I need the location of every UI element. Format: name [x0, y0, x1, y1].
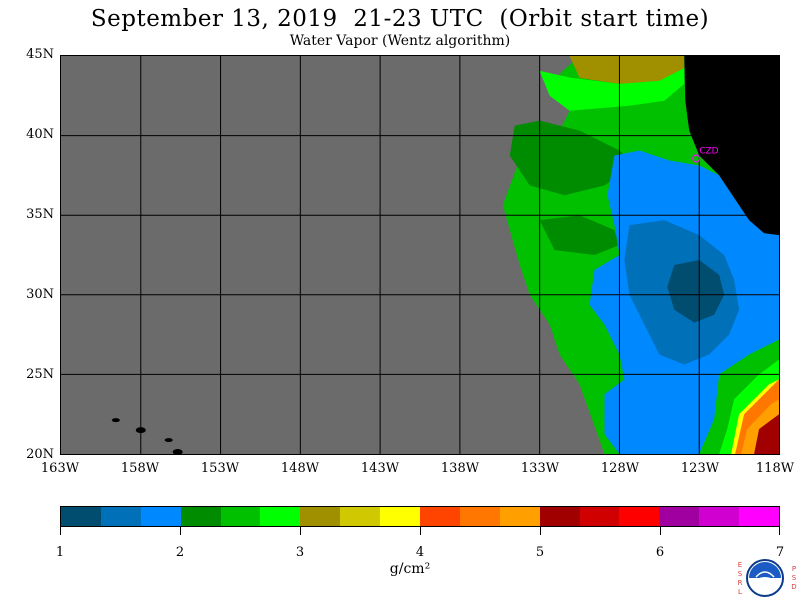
page-title: September 13, 2019 21-23 UTC (Orbit star… — [90, 6, 710, 32]
colorbar-label: 1 — [55, 545, 65, 560]
colorbar-unit: g/cm² — [389, 561, 431, 577]
colorbar-swatch — [619, 507, 660, 526]
logo-letter: S — [737, 570, 743, 578]
colorbar-tick — [420, 527, 421, 535]
lon-tick-label: 153W — [200, 461, 240, 476]
colorbar-swatch — [499, 507, 540, 526]
lon-tick-label: 133W — [520, 461, 560, 476]
colorbar-tick — [300, 527, 301, 535]
colorbar-label: 4 — [415, 545, 425, 560]
lon-tick-label: 143W — [360, 461, 400, 476]
lon-tick-label: 148W — [280, 461, 320, 476]
lat-tick-label: 45N — [26, 47, 54, 62]
wv-level-2.8a — [539, 67, 685, 111]
lon-tick-label: 158W — [120, 461, 160, 476]
logo-letter: S — [791, 574, 797, 582]
colorbar-tick — [660, 527, 661, 535]
lat-tick-label: 40N — [26, 127, 54, 142]
lon-tick-label: 138W — [440, 461, 480, 476]
station-marker[interactable]: CZD — [692, 147, 719, 163]
colorbar-swatch — [739, 507, 780, 526]
lon-tick-label: 123W — [680, 461, 720, 476]
colorbar-tick — [180, 527, 181, 535]
colorbar-swatch — [340, 507, 381, 526]
colorbar-swatch — [380, 507, 421, 526]
colorbar-label: 2 — [175, 545, 185, 560]
colorbar-swatch — [100, 507, 141, 526]
wv-level-3.2 — [569, 56, 685, 84]
logo-letter: P — [791, 565, 797, 573]
colorbar-swatch — [300, 507, 341, 526]
colorbar-swatch — [220, 507, 261, 526]
water-vapor-field — [502, 56, 779, 454]
wv-level-2.2b — [539, 215, 620, 255]
colorbar-swatch — [459, 507, 500, 526]
colorbar-tick — [540, 527, 541, 535]
colorbar-swatch — [699, 507, 740, 526]
colorbar-tick — [60, 527, 61, 535]
colorbar-tick — [779, 527, 780, 535]
map-panel[interactable]: CZD — [60, 55, 780, 455]
wv-level-1.1 — [667, 259, 725, 323]
wv-level-5.3 — [754, 414, 779, 454]
colorbar-swatch — [539, 507, 580, 526]
colorbar-swatch — [579, 507, 620, 526]
colorbar-swatch — [180, 507, 221, 526]
noaa-logo-icon — [746, 559, 784, 597]
page-subtitle: Water Vapor (Wentz algorithm) — [289, 33, 511, 49]
colorbar-swatch — [140, 507, 181, 526]
colorbar-label: 3 — [295, 545, 305, 560]
lat-lon-grid — [61, 56, 779, 454]
logo-letter: R — [737, 579, 743, 587]
lat-tick-label: 30N — [26, 287, 54, 302]
colorbar — [60, 506, 780, 527]
colorbar-swatch — [61, 507, 101, 526]
colorbar-swatch — [420, 507, 460, 526]
station-label: CZD — [699, 147, 718, 157]
map-canvas: CZD — [61, 56, 779, 454]
colorbar-label: 6 — [655, 545, 665, 560]
lat-tick-label: 25N — [26, 367, 54, 382]
logo-letter: E — [737, 561, 743, 569]
logo-letter: D — [791, 583, 797, 591]
lon-tick-label: 118W — [755, 461, 795, 476]
logo-letter: L — [738, 588, 742, 596]
lon-tick-label: 128W — [600, 461, 640, 476]
land-mask — [684, 56, 779, 236]
colorbar-label: 7 — [775, 545, 785, 560]
lon-tick-label: 163W — [40, 461, 80, 476]
colorbar-label: 5 — [535, 545, 545, 560]
colorbar-swatch — [659, 507, 700, 526]
lat-tick-label: 20N — [26, 447, 54, 462]
wv-level-2.2a — [509, 120, 635, 196]
lat-tick-label: 35N — [26, 207, 54, 222]
colorbar-swatch — [260, 507, 301, 526]
